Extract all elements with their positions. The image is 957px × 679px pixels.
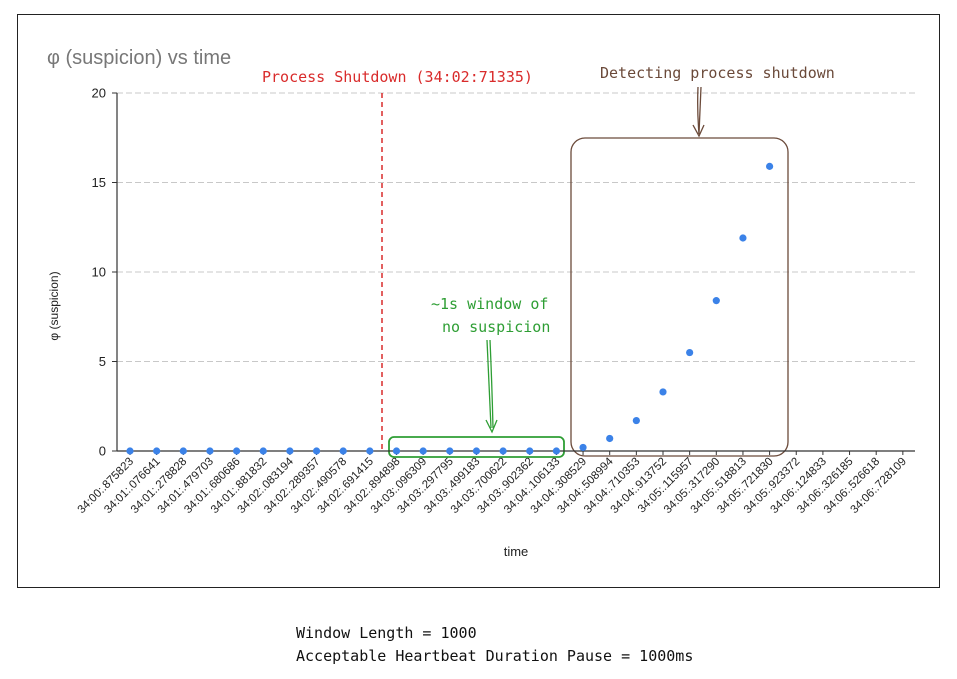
y-tick-label-4: 20 xyxy=(92,86,106,101)
y-tick-label-2: 10 xyxy=(92,265,106,280)
data-point-17 xyxy=(579,443,587,452)
y-tick-label-1: 5 xyxy=(99,354,106,369)
detecting-arrow xyxy=(692,86,705,138)
y-tick-labels: 0 5 10 15 20 xyxy=(92,86,117,459)
window-label-line1: ~1s window of xyxy=(431,295,548,313)
x-axis-label: time xyxy=(504,544,529,559)
data-point-12 xyxy=(446,447,454,455)
no-suspicion-box xyxy=(388,436,565,458)
detecting-box xyxy=(570,137,789,457)
window-arrow xyxy=(485,339,498,434)
y-tick-label-3: 15 xyxy=(92,175,106,190)
data-point-15 xyxy=(526,447,534,455)
x-tick-labels: 34:00:.87582334:01:.07664134:01:.2788283… xyxy=(76,451,909,516)
data-point-22 xyxy=(712,297,720,305)
data-point-23 xyxy=(739,234,747,242)
data-point-0 xyxy=(126,447,134,455)
data-point-18 xyxy=(606,434,614,443)
data-point-10 xyxy=(392,447,401,455)
window-label-line2: no suspicion xyxy=(442,318,550,336)
data-point-19 xyxy=(632,416,640,425)
data-points xyxy=(126,162,774,455)
y-tick-label-0: 0 xyxy=(99,444,106,459)
detecting-label: Detecting process shutdown xyxy=(600,64,835,82)
y-axis-label: φ (suspicion) xyxy=(47,271,61,340)
chart-title: φ (suspicion) vs time xyxy=(47,47,231,69)
shutdown-label: Process Shutdown (34:02:71335) xyxy=(262,68,533,86)
data-point-20 xyxy=(659,388,667,396)
data-point-6 xyxy=(286,447,294,455)
grid-lines xyxy=(117,92,915,362)
data-point-4 xyxy=(233,447,241,455)
data-point-9 xyxy=(366,447,374,455)
data-point-13 xyxy=(472,447,481,455)
data-point-7 xyxy=(312,447,321,455)
footer-notes: Window Length = 1000 Acceptable Heartbea… xyxy=(296,622,693,668)
data-point-8 xyxy=(339,447,347,455)
footer-heartbeat-pause: Acceptable Heartbeat Duration Pause = 10… xyxy=(296,647,694,665)
data-point-16 xyxy=(552,447,561,455)
chart-frame xyxy=(17,14,940,588)
data-point-5 xyxy=(259,447,267,455)
data-point-1 xyxy=(153,447,161,455)
data-point-11 xyxy=(419,447,427,455)
data-point-21 xyxy=(686,348,694,357)
axes xyxy=(116,93,915,452)
footer-window-length: Window Length = 1000 xyxy=(296,624,477,642)
data-point-24 xyxy=(766,162,774,170)
data-point-3 xyxy=(206,447,214,455)
data-point-14 xyxy=(499,447,507,455)
data-point-2 xyxy=(179,447,187,455)
